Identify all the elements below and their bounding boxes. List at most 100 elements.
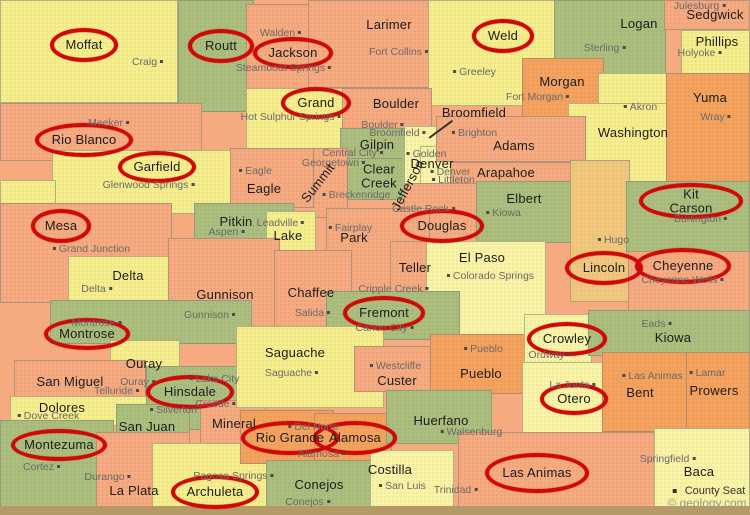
city-label-text: Pueblo <box>470 343 503 355</box>
city-label-cheyenne-wells: Cheyenne Wells <box>641 274 726 286</box>
county-label-ouray: Ouray <box>125 356 163 372</box>
city-label-salida: Salida <box>295 307 333 319</box>
city-label-holyoke: Holyoke <box>678 47 725 59</box>
county-seat-dot-icon <box>668 322 672 326</box>
city-label-text: Georgetown <box>301 157 360 169</box>
county-seat-dot-icon <box>298 31 302 35</box>
circle-annotation-montrose <box>44 318 130 350</box>
city-label-text: Sterling <box>583 42 620 54</box>
legend-county-seat: County Seat <box>672 485 746 497</box>
county-seat-dot-icon <box>231 313 235 317</box>
county-label-pueblo: Pueblo <box>460 366 502 382</box>
county-seat-dot-icon <box>727 115 731 119</box>
county-seat-dot-icon <box>151 380 155 384</box>
circle-annotation-rio-blanco <box>35 123 133 157</box>
city-label-text: Walsenburg <box>446 426 503 438</box>
city-label-text: Pagosa Springs <box>193 470 268 482</box>
county-area-kiowa <box>588 310 750 356</box>
city-label-text: Ordway <box>528 349 565 361</box>
city-label-creede: Creede <box>195 398 238 410</box>
city-label-text: Springfield <box>639 453 690 465</box>
circle-annotation-jackson <box>253 37 333 69</box>
circle-annotation-moffat <box>50 28 118 62</box>
county-seat-dot-icon <box>622 46 626 50</box>
city-label-text: Las Animas <box>628 370 683 382</box>
city-label-text: Castle Rock <box>392 203 449 215</box>
city-label-boulder: Boulder <box>361 119 406 131</box>
county-label-arapahoe: Arapahoe <box>477 165 535 181</box>
county-seat-dot-icon <box>315 371 319 375</box>
city-label-sterling: Sterling <box>584 42 629 54</box>
county-label-grand: Grand <box>297 95 335 111</box>
city-label-kiowa: Kiowa <box>483 207 521 219</box>
county-seat-dot-icon <box>56 465 60 469</box>
city-label-text: Delta <box>81 283 106 295</box>
city-label-craig: Craig <box>132 56 166 68</box>
county-label-garfield: Garfield <box>133 159 181 175</box>
city-label-text: Brighton <box>457 127 498 139</box>
county-seat-dot-icon <box>672 489 677 494</box>
county-label-custer: Custer <box>377 373 417 389</box>
city-label-text: Cortez <box>23 461 54 473</box>
county-seat-dot-icon <box>425 287 429 291</box>
county-seat-dot-icon <box>464 347 468 351</box>
city-label-text: Silverton <box>156 404 197 416</box>
city-label-ouray: Ouray <box>120 376 158 388</box>
county-seat-dot-icon <box>446 274 450 278</box>
county-label-el-paso: El Paso <box>458 250 506 266</box>
county-seat-dot-icon <box>722 4 726 8</box>
city-label-text: Eads <box>641 318 666 330</box>
county-area-eagle <box>230 148 314 208</box>
county-label-hinsdale: Hinsdale <box>163 384 217 400</box>
city-label-text: Akron <box>629 101 658 113</box>
county-seat-dot-icon <box>327 311 331 315</box>
city-label-castle-rock: Castle Rock <box>392 203 458 215</box>
county-label-morgan: Morgan <box>539 74 585 90</box>
county-label-jackson: Jackson <box>268 45 318 61</box>
county-label-elbert: Elbert <box>506 191 542 207</box>
city-label-text: Meeker <box>87 117 124 129</box>
city-label-text: Golden <box>412 148 447 160</box>
county-seat-dot-icon <box>622 374 626 378</box>
county-label-eagle: Eagle <box>246 181 282 197</box>
county-label-delta: Delta <box>112 268 144 284</box>
county-label-larimer: Larimer <box>366 17 412 33</box>
city-label-text: Hot Sulphur Springs <box>240 111 335 123</box>
county-seat-dot-icon <box>126 121 130 125</box>
city-label-text: Greeley <box>459 66 496 78</box>
circle-annotation-fremont <box>343 296 425 330</box>
city-label-broomfield: Broomfield <box>369 127 428 139</box>
city-label-conejos: Conejos <box>285 496 333 508</box>
county-seat-dot-icon <box>689 371 693 375</box>
city-label-las-animas: Las Animas <box>619 370 683 382</box>
city-label-ordway: Ordway <box>528 349 573 361</box>
county-label-broomfield: Broomfield <box>441 105 507 121</box>
city-label-text: Glenwood Springs <box>102 179 189 191</box>
county-seat-dot-icon <box>362 161 366 165</box>
city-label-text: Telluride <box>93 385 134 397</box>
city-label-aspen: Aspen <box>209 226 248 238</box>
city-label-text: Colorado Springs <box>452 270 535 282</box>
circle-annotation-garfield <box>118 151 196 183</box>
county-seat-dot-icon <box>451 207 455 211</box>
county-seat-dot-icon <box>422 131 426 135</box>
county-label-routt: Routt <box>204 38 238 54</box>
county-label-chaffee: Chaffee <box>287 285 335 301</box>
city-label-text: Durango <box>84 471 125 483</box>
city-label-del-norte: Del Norte <box>285 421 339 433</box>
city-label-akron: Akron <box>621 101 657 113</box>
map-edge-strip <box>0 506 750 515</box>
county-seat-dot-icon <box>160 60 164 64</box>
city-label-greeley: Greeley <box>450 66 496 78</box>
county-label-crowley: Crowley <box>542 331 592 347</box>
county-area-phillips <box>681 30 750 75</box>
county-seat-dot-icon <box>410 326 414 330</box>
county-area-gilpin <box>340 128 408 160</box>
county-seat-dot-icon <box>17 414 21 418</box>
legend-county-seat-label: County Seat <box>684 485 746 497</box>
county-seat-dot-icon <box>270 474 274 478</box>
city-label-text: Steamboat Springs <box>235 62 326 74</box>
county-seat-dot-icon <box>341 452 345 456</box>
county-seat-dot-icon <box>118 321 122 325</box>
county-label-otero: Otero <box>557 391 591 407</box>
